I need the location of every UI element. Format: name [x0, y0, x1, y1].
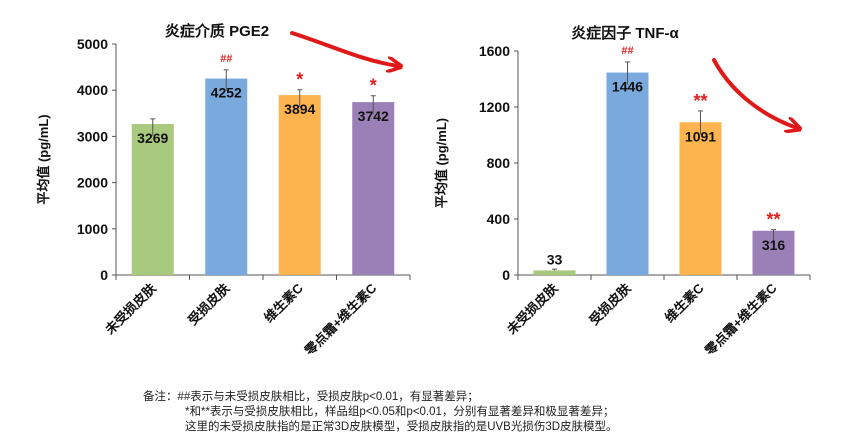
trend-arrow-pge2	[290, 31, 398, 66]
footnote-line-2: *和**表示与受损皮肤相比，样品组p<0.05和p<0.01，分别有显著差异和极…	[185, 406, 615, 418]
footnote-line-3: 这里的未受损皮肤指的是正常3D皮肤模型，受损皮肤指的是UVB光损伤3D皮肤模型。	[185, 421, 618, 433]
chart-title: 炎症因子 TNF-α	[571, 24, 679, 42]
y-tick-label: 1600	[479, 43, 510, 59]
y-tick-label: 400	[487, 211, 511, 227]
x-tick-label: 零点霜+维生素C	[701, 280, 780, 359]
x-tick-label: 未受损皮肤	[503, 280, 561, 338]
bar	[131, 123, 174, 275]
bar	[606, 72, 649, 275]
y-tick-label: 4000	[77, 82, 108, 98]
significance-mark: *	[296, 70, 303, 90]
y-tick-label: 800	[487, 155, 511, 171]
x-tick-label: 零点霜+维生素C	[301, 280, 380, 359]
significance-mark: *	[370, 76, 377, 96]
bar	[352, 102, 395, 275]
data-label: 1091	[685, 128, 716, 144]
significance-mark: ##	[621, 45, 633, 57]
x-tick-label: 受损皮肤	[185, 280, 233, 328]
data-label: 3894	[284, 101, 315, 117]
bar	[278, 95, 321, 275]
tnf-alpha-chart: 炎症因子 TNF-α 平均值 (pg/mL) 0 400 800 1200 1600 33 未受…	[434, 24, 811, 359]
y-tick-label: 1200	[479, 99, 510, 115]
footnote: 备注：##表示与未受损皮肤相比，受损皮肤p<0.01，有显著差异； *和**表示…	[143, 390, 618, 435]
y-tick-label: 5000	[77, 36, 108, 52]
data-label: 1446	[612, 79, 643, 95]
pge2-chart: 炎症介质 PGE2 平均值 (pg/mL) 0 1000 2000 3000 4000 500…	[36, 22, 411, 359]
data-label: 316	[762, 237, 786, 253]
footnote-line-1: 备注：##表示与未受损皮肤相比，受损皮肤p<0.01，有显著差异；	[143, 391, 479, 403]
y-axis-label: 平均值 (pg/mL)	[434, 118, 449, 208]
x-tick-label: 未受损皮肤	[102, 280, 160, 338]
trend-arrow-tnf	[712, 58, 797, 128]
x-tick-label: 维生素C	[261, 280, 306, 325]
y-tick-label: 2000	[77, 175, 108, 191]
y-axis-label: 平均值 (pg/mL)	[36, 114, 51, 204]
data-label: 33	[547, 251, 563, 267]
data-label: 3269	[137, 130, 168, 146]
chart-title: 炎症介质 PGE2	[165, 22, 269, 40]
y-tick-label: 1000	[77, 221, 108, 237]
bar	[533, 270, 576, 275]
y-tick-label: 3000	[77, 128, 108, 144]
bar	[205, 78, 248, 275]
data-label: 4252	[211, 85, 242, 101]
x-tick-label: 维生素C	[662, 280, 707, 325]
x-tick-label: 受损皮肤	[586, 280, 634, 328]
significance-mark: **	[693, 91, 707, 111]
data-label: 3742	[358, 108, 389, 124]
y-tick-label: 0	[100, 267, 108, 283]
y-tick-label: 0	[502, 267, 510, 283]
bar	[679, 122, 722, 275]
significance-mark: **	[766, 210, 780, 230]
significance-mark: ##	[220, 53, 232, 65]
